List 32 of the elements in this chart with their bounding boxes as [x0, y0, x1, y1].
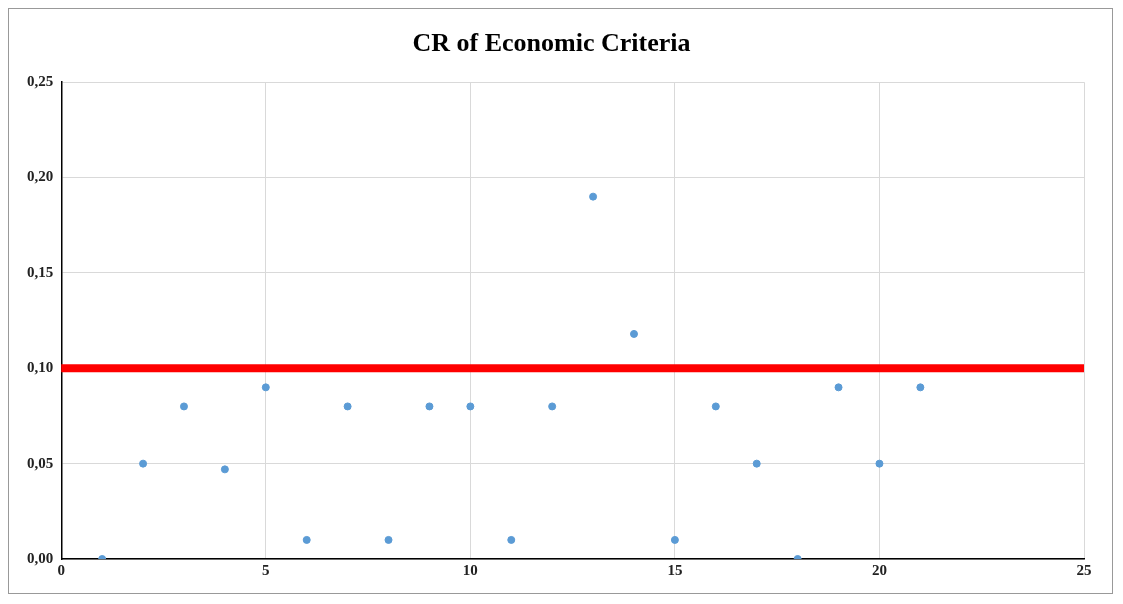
- x-tick-label: 15: [667, 561, 683, 578]
- x-tick-label: 10: [462, 561, 478, 578]
- y-tick-label: 0,10: [27, 359, 54, 376]
- chart-title: CR of Economic Criteria: [412, 28, 691, 58]
- x-tick-label: 25: [1076, 561, 1092, 578]
- point: [548, 402, 557, 411]
- point: [425, 402, 434, 411]
- y-tick-label: 0,15: [27, 263, 54, 280]
- point: [179, 402, 188, 411]
- x-tick-label: 0: [57, 561, 65, 578]
- point: [629, 329, 638, 338]
- point: [384, 535, 393, 544]
- point: [343, 402, 352, 411]
- point: [670, 535, 679, 544]
- point: [916, 383, 925, 392]
- x-tick-label: 20: [871, 561, 887, 578]
- point: [752, 459, 761, 468]
- point: [466, 402, 475, 411]
- x-tick-label: 5: [262, 561, 270, 578]
- point: [711, 402, 720, 411]
- y-tick-label: 0,20: [27, 168, 54, 185]
- point: [261, 383, 270, 392]
- y-tick-label: 0,25: [27, 73, 54, 90]
- y-tick-label: 0,00: [27, 549, 54, 566]
- point: [302, 535, 311, 544]
- point: [507, 535, 516, 544]
- point: [589, 192, 598, 201]
- point: [834, 383, 843, 392]
- point: [139, 459, 148, 468]
- y-tick-label: 0,05: [27, 454, 54, 471]
- point: [875, 459, 884, 468]
- point: [220, 465, 229, 474]
